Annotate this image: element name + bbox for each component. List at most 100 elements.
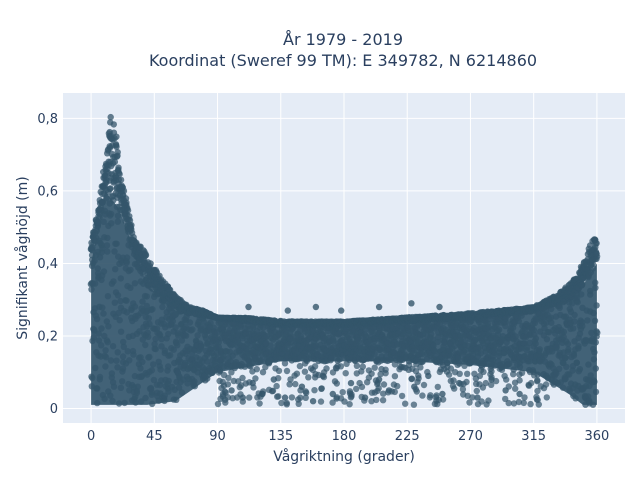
data-point — [495, 326, 503, 333]
data-point — [99, 304, 106, 311]
data-point — [574, 299, 581, 306]
data-point — [100, 218, 107, 225]
data-point — [174, 342, 181, 349]
data-point — [142, 341, 149, 349]
data-point — [305, 374, 312, 381]
data-point — [174, 332, 182, 339]
data-point — [592, 339, 599, 346]
data-point — [593, 302, 600, 309]
data-point — [556, 365, 563, 372]
data-point — [460, 391, 467, 398]
x-tick-label: 315 — [521, 429, 546, 444]
data-point — [103, 242, 111, 249]
data-point — [543, 336, 551, 343]
data-point — [301, 360, 309, 367]
data-point — [103, 318, 111, 325]
data-point — [258, 357, 265, 364]
data-point — [249, 379, 256, 387]
data-point — [126, 217, 134, 224]
data-point — [311, 374, 319, 381]
data-point — [149, 306, 156, 313]
data-point — [167, 352, 174, 359]
data-point — [488, 376, 495, 383]
data-point — [175, 384, 183, 391]
data-point — [116, 317, 123, 324]
data-point — [275, 367, 283, 374]
data-point — [191, 383, 198, 390]
data-point — [123, 259, 130, 266]
data-point — [515, 398, 523, 406]
data-point — [88, 286, 95, 293]
data-point — [89, 374, 96, 382]
data-point — [152, 335, 159, 343]
x-tick-label: 135 — [268, 429, 293, 444]
data-point — [172, 324, 179, 331]
data-point — [295, 400, 302, 407]
data-point — [139, 270, 146, 277]
x-tick-label: 270 — [458, 429, 483, 444]
data-point — [104, 234, 111, 242]
data-point — [121, 399, 128, 407]
data-point — [148, 391, 155, 398]
data-point — [228, 369, 235, 376]
chart-title-line-1: År 1979 - 2019 — [283, 30, 403, 49]
data-point — [157, 366, 164, 373]
data-point — [398, 392, 406, 400]
data-point — [124, 348, 131, 355]
data-point — [92, 364, 99, 372]
x-tick-label: 225 — [395, 429, 420, 444]
data-point — [371, 364, 378, 371]
data-point — [98, 342, 105, 349]
data-point — [109, 397, 116, 405]
data-point — [449, 382, 457, 390]
data-point — [137, 365, 144, 372]
data-point — [127, 284, 134, 291]
data-point — [502, 387, 509, 394]
data-point — [165, 363, 172, 370]
data-point — [564, 340, 572, 348]
data-point — [146, 320, 153, 328]
data-point — [490, 352, 497, 360]
data-point — [333, 365, 340, 372]
data-point — [178, 337, 186, 344]
data-point — [105, 323, 112, 330]
data-point — [501, 372, 508, 380]
data-point — [114, 212, 122, 219]
data-point — [119, 365, 127, 372]
data-point — [433, 397, 440, 404]
data-point — [516, 371, 523, 378]
data-point — [591, 349, 598, 356]
data-point — [281, 360, 289, 367]
data-point — [127, 266, 134, 274]
data-point — [103, 195, 110, 202]
data-point — [417, 364, 424, 371]
data-point — [159, 303, 166, 311]
data-point — [151, 340, 158, 348]
data-point — [385, 387, 393, 394]
data-point — [402, 400, 409, 407]
data-point — [284, 307, 291, 314]
data-point — [204, 375, 211, 382]
data-point — [415, 375, 422, 382]
data-point — [278, 399, 285, 407]
y-axis-label: Signifikant våghöjd (m) — [14, 176, 31, 339]
x-tick-label: 45 — [146, 429, 163, 444]
data-point — [235, 331, 242, 338]
data-point — [525, 381, 532, 389]
data-point — [91, 257, 98, 264]
data-point — [96, 376, 104, 383]
data-point — [178, 389, 186, 396]
data-point — [161, 347, 169, 354]
data-point — [379, 397, 387, 404]
data-point — [482, 379, 489, 387]
data-layer — [87, 113, 601, 408]
data-point — [113, 240, 120, 247]
data-point — [98, 325, 105, 332]
data-point — [593, 240, 600, 247]
data-point — [119, 353, 127, 360]
data-point — [110, 278, 117, 285]
data-point — [527, 400, 534, 408]
data-point — [591, 317, 599, 324]
data-point — [474, 400, 482, 408]
data-point — [120, 343, 128, 350]
